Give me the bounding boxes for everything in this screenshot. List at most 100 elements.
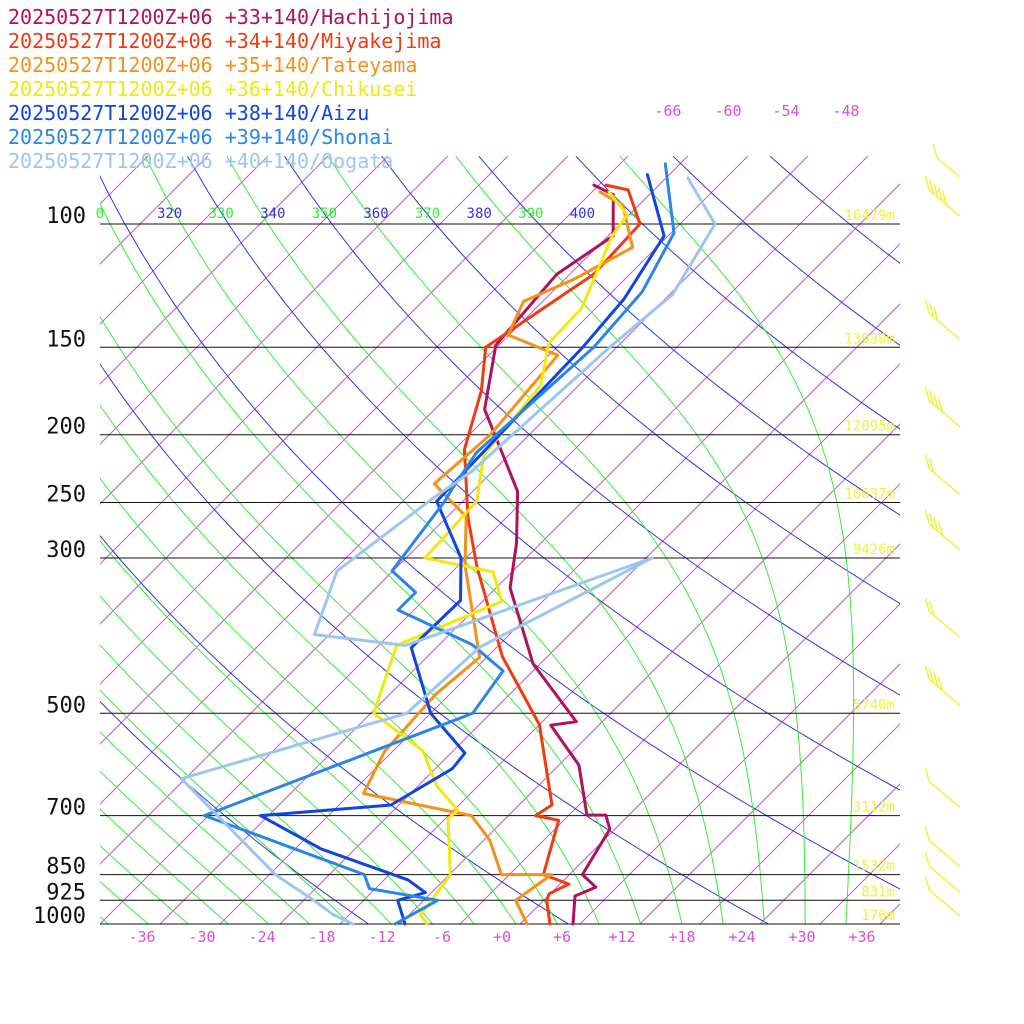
wind-barb-feather bbox=[937, 186, 943, 202]
theta-label: 390 bbox=[518, 206, 543, 222]
wind-barb-feather bbox=[924, 454, 931, 470]
wind-barb-feather bbox=[924, 852, 931, 867]
dry-adiabat-line bbox=[672, 155, 900, 346]
theta-label: 400 bbox=[570, 206, 595, 222]
moist-adiabat-line bbox=[100, 880, 149, 924]
wind-barb-feather bbox=[933, 517, 939, 532]
theta-label: 380 bbox=[467, 206, 492, 222]
isotherm-line bbox=[759, 783, 900, 924]
wind-barb-feather bbox=[933, 394, 939, 409]
height-label: 9426m bbox=[853, 542, 895, 558]
dry-adiabat-lines bbox=[100, 155, 900, 924]
wind-barb-feather bbox=[928, 601, 935, 616]
profile-line-chikusei bbox=[372, 190, 629, 926]
moist-adiabat-line bbox=[100, 540, 475, 924]
pressure-label: 925 bbox=[46, 880, 86, 905]
isotherm-line bbox=[0, 156, 28, 924]
pressure-label: 300 bbox=[46, 538, 86, 563]
temperature-tick-label: +30 bbox=[788, 928, 815, 946]
wind-barb-feather bbox=[933, 672, 939, 687]
wind-barb bbox=[932, 143, 961, 178]
moist-adiabat-lines bbox=[100, 155, 855, 924]
legend-entry: 20250527T1200Z+06 +33+140/Hachijojima bbox=[8, 5, 454, 29]
isotherm-line bbox=[100, 155, 269, 325]
moist-adiabat-line bbox=[327, 155, 765, 924]
temperature-tick-label: +24 bbox=[728, 928, 755, 946]
wind-barb-shaft bbox=[928, 781, 961, 809]
theta-label: 0 bbox=[96, 206, 104, 222]
upper-temperature-label: -54 bbox=[772, 102, 799, 120]
wind-barb-shaft bbox=[928, 678, 961, 706]
upper-temperature-label: -60 bbox=[714, 102, 741, 120]
moist-adiabat-line bbox=[100, 202, 642, 924]
theta-label: 360 bbox=[363, 206, 388, 222]
temperature-tick-label: +6 bbox=[553, 928, 571, 946]
height-label: 176m bbox=[861, 908, 895, 924]
legend-entry: 20250527T1200Z+06 +40+140/Oogata bbox=[8, 149, 393, 173]
temperature-tick-labels: -36 -30 -24 -18 -12 -6 +0 +6 +12 +18 +24 +30 +36 bbox=[128, 928, 875, 946]
pressure-label: 1000 bbox=[33, 904, 86, 929]
wind-barb-shaft bbox=[928, 189, 961, 217]
height-labels: 16479m 13930m 12095m 10637m 9426m 5740m 3112m 1… bbox=[844, 208, 895, 924]
wind-barb-shaft bbox=[928, 400, 961, 428]
wind-barb-shaft bbox=[928, 523, 961, 551]
temperature-tick-label: -30 bbox=[188, 928, 215, 946]
wind-barb bbox=[924, 386, 961, 428]
wind-barb-feather bbox=[928, 458, 935, 473]
wind-barb-feather bbox=[924, 826, 931, 842]
wind-barb-feather bbox=[928, 513, 935, 529]
temperature-tick-label: +0 bbox=[493, 928, 511, 946]
isotherm-line bbox=[819, 843, 900, 924]
moist-adiabat-line bbox=[144, 155, 683, 924]
pressure-label: 100 bbox=[46, 204, 86, 229]
dry-adiabat-line bbox=[186, 155, 900, 791]
moist-adiabat-line bbox=[100, 477, 517, 924]
theta-label: 350 bbox=[312, 206, 337, 222]
theta-label: 330 bbox=[209, 206, 234, 222]
isotherm-line bbox=[100, 155, 569, 625]
isotherm-line bbox=[100, 155, 389, 445]
wind-barb-feather bbox=[928, 668, 935, 684]
moist-adiabat-line bbox=[100, 731, 311, 924]
profile-line-aizu bbox=[258, 173, 666, 926]
wind-barb-feather bbox=[928, 179, 935, 195]
moist-adiabat-line bbox=[100, 808, 230, 924]
moist-adiabat-line bbox=[100, 315, 600, 924]
temperature-tick-label: +18 bbox=[668, 928, 695, 946]
profile-line-hachijojima bbox=[483, 183, 615, 926]
isotherm-line bbox=[699, 723, 900, 924]
height-label: 13930m bbox=[844, 331, 895, 347]
wind-barb-feather bbox=[924, 767, 931, 783]
temperature-tick-label: -36 bbox=[128, 928, 155, 946]
legend-entry: 20250527T1200Z+06 +35+140/Tateyama bbox=[8, 53, 417, 77]
wind-barb bbox=[924, 876, 961, 917]
wind-barb-shaft bbox=[936, 157, 961, 178]
isotherm-line bbox=[339, 363, 900, 924]
temperature-tick-label: -24 bbox=[248, 928, 275, 946]
wind-barb bbox=[924, 597, 961, 639]
wind-barb-shaft bbox=[928, 866, 961, 893]
wind-barb-feather bbox=[933, 306, 939, 321]
isotherm-line bbox=[579, 603, 900, 924]
wind-barb-feather bbox=[924, 876, 931, 891]
profile-line-oogata bbox=[179, 176, 717, 926]
dry-adiabat-line bbox=[381, 155, 900, 605]
moist-adiabat-line bbox=[455, 155, 806, 924]
legend-entry: 20250527T1200Z+06 +38+140/Aizu bbox=[8, 101, 369, 125]
wind-barb-shaft bbox=[928, 611, 961, 639]
profile-line-miyakejima bbox=[462, 183, 642, 926]
isotherm-line bbox=[639, 663, 900, 924]
pressure-label: 850 bbox=[46, 855, 86, 880]
isotherm-line bbox=[219, 243, 900, 924]
height-label: 12095m bbox=[844, 419, 895, 435]
wind-barb bbox=[924, 665, 961, 706]
isotherm-line bbox=[100, 155, 809, 865]
wind-barb bbox=[924, 454, 961, 496]
wind-barb-feather bbox=[924, 597, 931, 612]
isotherm-line bbox=[100, 155, 629, 685]
wind-barb-feather bbox=[924, 299, 931, 314]
height-label: 10637m bbox=[844, 487, 895, 503]
wind-barb-shaft bbox=[928, 312, 961, 340]
wind-barbs bbox=[924, 143, 961, 917]
